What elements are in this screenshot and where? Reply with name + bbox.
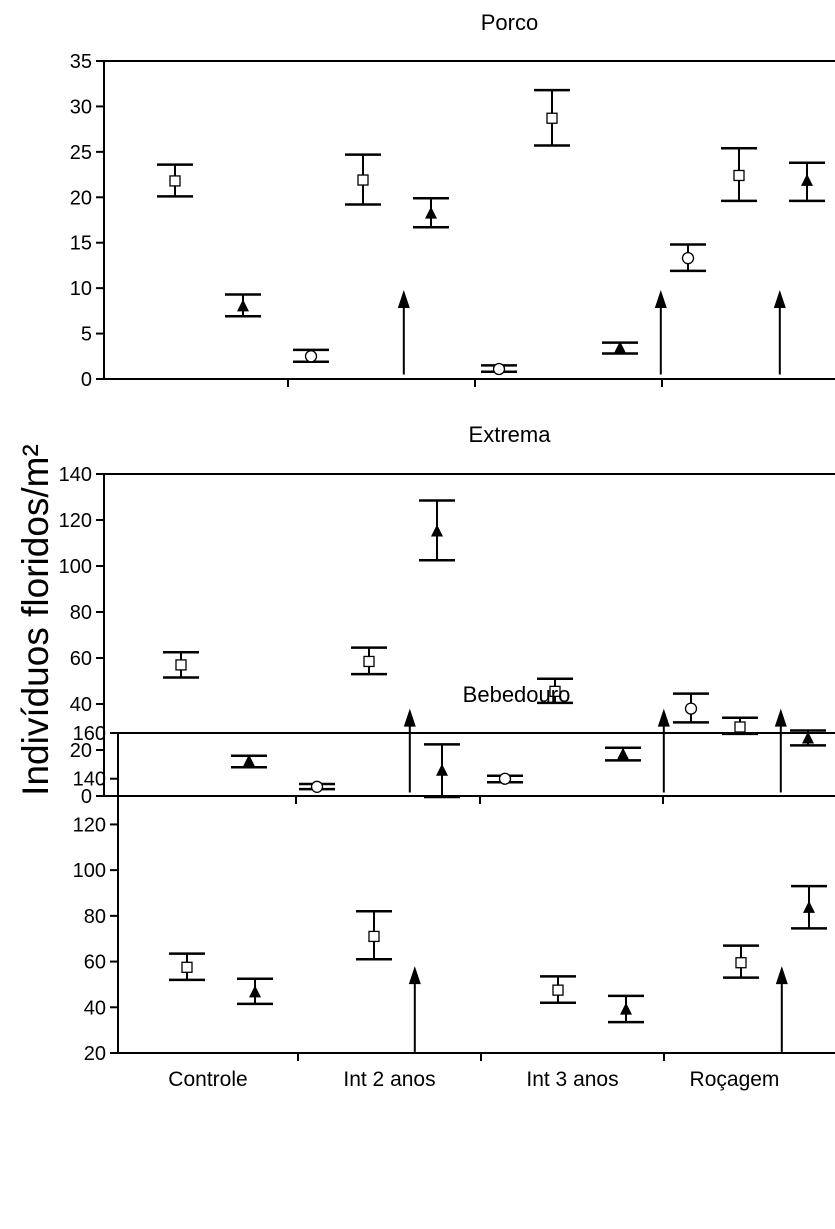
y-tick-label: 140 — [73, 769, 106, 791]
marker-triangle — [803, 900, 815, 913]
y-tick-label: 20 — [70, 740, 92, 762]
marker-circle — [684, 702, 698, 715]
y-tick-label: 20 — [84, 1043, 106, 1065]
arrow-head — [773, 289, 786, 308]
marker-square — [368, 930, 380, 943]
marker-circle — [681, 252, 695, 265]
y-tick-label: 120 — [59, 510, 92, 532]
marker-square — [546, 112, 558, 124]
marker-square — [363, 655, 375, 668]
y-tick-label: 100 — [73, 860, 106, 882]
y-tick-label: 60 — [70, 648, 92, 670]
y-tick-label: 15 — [70, 233, 92, 255]
arrow-head — [774, 708, 787, 727]
x-tick-label: Int 2 anos — [343, 1068, 435, 1091]
marker-circle — [492, 362, 506, 376]
marker-square — [169, 175, 181, 187]
y-tick-label: 25 — [70, 142, 92, 164]
panel-porco: Porco 0 5 10 15 20 25 30 35 — [70, 10, 835, 391]
y-tick-label: 10 — [70, 278, 92, 300]
y-axis-label: Indivíduos floridos/m² — [15, 444, 56, 796]
x-tick-label: Controle — [168, 1068, 247, 1091]
marker-triangle — [614, 341, 626, 354]
marker-circle — [304, 350, 318, 363]
y-tick-label: 40 — [70, 694, 92, 716]
y-tick-label: 160 — [73, 723, 106, 745]
marker-circle — [310, 780, 324, 793]
marker-triangle — [801, 173, 813, 186]
marker-triangle — [237, 299, 249, 312]
arrow-head — [408, 966, 421, 985]
panel-title: Porco — [481, 10, 538, 35]
marker-square — [735, 957, 747, 969]
y-tick-label: 20 — [70, 187, 92, 209]
y-tick-label: 60 — [84, 952, 106, 974]
panel-title: Bebedouro — [463, 682, 571, 707]
y-tick-label: 35 — [70, 51, 92, 73]
marker-square — [181, 961, 193, 973]
y-tick-label: 80 — [84, 906, 106, 928]
marker-triangle — [249, 985, 261, 998]
marker-square — [357, 174, 369, 186]
y-tick-label: 0 — [81, 786, 92, 808]
y-tick-label: 80 — [70, 602, 92, 624]
arrow-head — [775, 966, 788, 985]
marker-square — [733, 169, 745, 182]
x-tick-label: Int 3 anos — [526, 1068, 618, 1091]
marker-triangle — [431, 524, 443, 537]
arrow-head — [654, 289, 667, 308]
x-tick-label: Roçagem — [690, 1068, 780, 1091]
marker-circle — [498, 772, 512, 785]
marker-triangle — [436, 763, 448, 776]
panel-extrema: Extrema 0 20 40 60 80 100 120 140 — [59, 422, 835, 808]
arrow-head — [397, 289, 410, 308]
marker-square — [549, 685, 561, 697]
marker-triangle — [425, 206, 437, 219]
y-tick-label: 40 — [84, 997, 106, 1019]
marker-triangle — [243, 754, 255, 767]
marker-triangle — [802, 731, 814, 744]
marker-triangle — [617, 747, 629, 760]
panel-title: Extrema — [469, 422, 552, 447]
y-tick-label: 120 — [73, 814, 106, 836]
marker-square — [175, 659, 187, 671]
marker-square — [552, 984, 564, 996]
y-tick-label: 140 — [59, 464, 92, 486]
y-tick-label: 5 — [81, 324, 92, 346]
y-tick-label: 100 — [59, 556, 92, 578]
marker-triangle — [620, 1002, 632, 1015]
arrow-head — [657, 708, 670, 727]
panel-bebedouro: Bebedouro 20 40 60 80 100 120 140 160 Controle Int… — [73, 682, 835, 1091]
y-tick-label: 30 — [70, 96, 92, 118]
marker-square — [734, 721, 746, 733]
arrow-head — [403, 708, 416, 727]
y-tick-label: 0 — [81, 369, 92, 391]
